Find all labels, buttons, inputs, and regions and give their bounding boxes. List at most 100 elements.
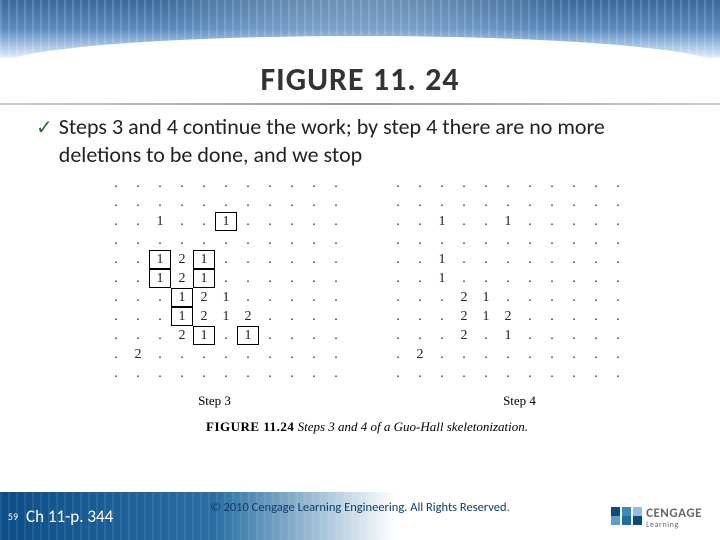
grid-cell: . xyxy=(215,364,237,383)
grid-cell: 2 xyxy=(171,269,193,288)
grid-cell: . xyxy=(585,307,607,326)
grid-cell: . xyxy=(387,288,409,307)
grid-cell: . xyxy=(475,193,497,212)
grid-cell: . xyxy=(607,174,629,193)
grid-cell: 1 xyxy=(149,269,171,288)
grid-cell: . xyxy=(149,364,171,383)
grid-cell: . xyxy=(585,364,607,383)
grid-cell: . xyxy=(171,193,193,212)
grid-cell: . xyxy=(541,326,563,345)
grid-cell: . xyxy=(105,250,127,269)
grid-cell: . xyxy=(497,269,519,288)
grid-cell: . xyxy=(237,174,259,193)
grid-cell: . xyxy=(497,193,519,212)
grid-cell: . xyxy=(607,193,629,212)
grid-cell: . xyxy=(281,307,303,326)
grid-cell: . xyxy=(387,250,409,269)
grid-cell: . xyxy=(303,345,325,364)
grid-cell: . xyxy=(497,288,519,307)
grid-cell: . xyxy=(149,231,171,250)
grid-cell: . xyxy=(563,231,585,250)
grid-cell: . xyxy=(453,250,475,269)
grid-cell: 1 xyxy=(149,250,171,269)
grid-cell: . xyxy=(563,269,585,288)
grid-cell: . xyxy=(563,174,585,193)
grid-cell: . xyxy=(607,231,629,250)
grid-cell: . xyxy=(237,231,259,250)
grid-cell: . xyxy=(541,269,563,288)
grid-cell: . xyxy=(149,193,171,212)
grid-cell: . xyxy=(215,326,237,345)
grid-cell: . xyxy=(127,269,149,288)
grid-cell: . xyxy=(409,364,431,383)
brand-name: CENGAGE xyxy=(646,506,702,521)
grid-cell: . xyxy=(519,326,541,345)
grid-cell: . xyxy=(431,174,453,193)
grid-cell: . xyxy=(541,364,563,383)
grid-cell: . xyxy=(215,269,237,288)
grid-cell: 2 xyxy=(453,326,475,345)
grid-cell: . xyxy=(325,212,347,231)
grid-cell: . xyxy=(303,288,325,307)
grid-cell: . xyxy=(431,193,453,212)
grid-cell: . xyxy=(387,364,409,383)
grid-cell: . xyxy=(409,231,431,250)
grid-cell: . xyxy=(519,288,541,307)
grid-cell: . xyxy=(281,326,303,345)
grid-cell: . xyxy=(281,193,303,212)
grid-cell: . xyxy=(193,345,215,364)
grid-cell: . xyxy=(303,212,325,231)
grid-cell: . xyxy=(127,212,149,231)
grid-cell: . xyxy=(541,288,563,307)
grid-cell: . xyxy=(325,345,347,364)
grid-cell: . xyxy=(105,364,127,383)
grid-cell: . xyxy=(215,174,237,193)
brand-logo: CENGAGE Learning xyxy=(611,503,702,530)
grid-cell: . xyxy=(475,364,497,383)
grid-cell: 1 xyxy=(215,288,237,307)
grid-cell: . xyxy=(409,174,431,193)
grid-cell: . xyxy=(303,307,325,326)
grid-cell: 1 xyxy=(237,326,259,345)
grid-cell: . xyxy=(497,174,519,193)
grid-cell: . xyxy=(215,250,237,269)
grid-cell: 1 xyxy=(431,250,453,269)
grid-cell: . xyxy=(409,250,431,269)
step3-label: Step 3 xyxy=(198,393,231,409)
step4-label: Step 4 xyxy=(503,393,536,409)
grid-cell: . xyxy=(237,193,259,212)
grid-cell: . xyxy=(519,231,541,250)
grid-cell: . xyxy=(541,345,563,364)
grid-cell: 1 xyxy=(497,326,519,345)
grid-cell: . xyxy=(519,364,541,383)
grid-cell: . xyxy=(475,269,497,288)
grid-cell: . xyxy=(281,174,303,193)
grid-cell: . xyxy=(519,307,541,326)
grid-step3: ........................1..1............… xyxy=(105,174,347,383)
grid-cell: . xyxy=(541,212,563,231)
grid-cell: . xyxy=(475,345,497,364)
grid-cell: . xyxy=(303,326,325,345)
grid-cell: . xyxy=(387,174,409,193)
grid-cell: . xyxy=(563,307,585,326)
grid-cell: 2 xyxy=(453,307,475,326)
grid-cell: . xyxy=(215,193,237,212)
grid-cell: . xyxy=(387,345,409,364)
grid-cell: . xyxy=(171,364,193,383)
grid-cell: 1 xyxy=(193,326,215,345)
grid-cell: . xyxy=(519,345,541,364)
grid-cell: . xyxy=(105,345,127,364)
grid-cell: . xyxy=(563,250,585,269)
grid-cell: . xyxy=(237,288,259,307)
grid-cell: . xyxy=(193,193,215,212)
grid-cell: . xyxy=(127,307,149,326)
grid-cell: . xyxy=(149,288,171,307)
brand-subtitle: Learning xyxy=(646,520,702,530)
grid-cell: . xyxy=(149,174,171,193)
grid-cell: . xyxy=(237,345,259,364)
grid-cell: . xyxy=(237,250,259,269)
grid-cell: . xyxy=(281,231,303,250)
grid-cell: 2 xyxy=(193,307,215,326)
grid-cell: 1 xyxy=(497,212,519,231)
grid-cell: . xyxy=(585,193,607,212)
